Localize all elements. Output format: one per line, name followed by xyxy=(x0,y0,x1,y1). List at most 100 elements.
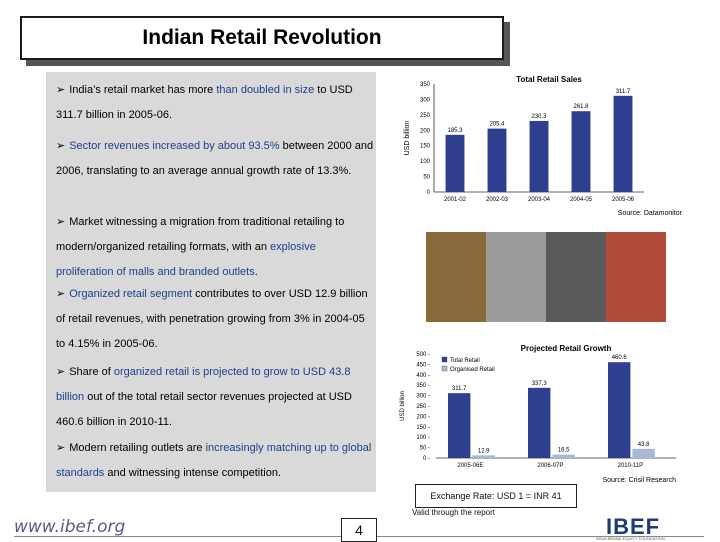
bullet-highlight: Sector revenues increased by about 93.5% xyxy=(69,140,280,152)
exchange-rate-text: Exchange Rate: USD 1 = INR 41 xyxy=(430,491,562,501)
bar xyxy=(632,448,655,458)
bar xyxy=(445,134,465,192)
y-tick-label: 0 xyxy=(427,190,431,196)
y-tick-label: 300 - xyxy=(416,394,430,400)
y-tick-label: 400 - xyxy=(416,373,430,379)
bullet-text: India’s retail market has more xyxy=(69,84,217,96)
bullet-text: to USD 311.7 billion in 2005-06. xyxy=(56,84,353,121)
y-tick-label: 50 xyxy=(423,175,430,181)
bar-value-label: 311.7 xyxy=(452,386,467,392)
ibef-logo-subtitle: INDIA BRAND EQUITY FOUNDATION xyxy=(596,536,665,541)
bullet-text: contributes to over USD 12.9 billion of … xyxy=(56,288,368,350)
bar-value-label: 16.5 xyxy=(558,448,570,454)
valid-note: Valid through the report xyxy=(412,508,496,517)
page-number-text: 4 xyxy=(355,522,363,538)
bullet-3: ➢ Market witnessing a migration from trad… xyxy=(56,210,374,285)
y-tick-label: 200 - xyxy=(416,414,430,420)
bar xyxy=(529,120,549,192)
bar xyxy=(552,454,575,458)
x-tick-label: 2005-06E xyxy=(457,463,483,469)
bullet-1: ➢ India’s retail market has more than dou… xyxy=(56,78,374,128)
bullet-text: Modern retailing outlets are xyxy=(69,442,206,454)
y-tick-label: 0 - xyxy=(423,456,430,462)
y-axis-label: USD billion xyxy=(404,121,411,156)
chart-title: Total Retail Sales xyxy=(516,75,582,84)
retail-photo-strip xyxy=(426,232,666,322)
bullet-text: between 2000 and 2006, translating to an… xyxy=(56,140,374,177)
title-box: Indian Retail Revolution xyxy=(20,16,504,60)
x-tick-label: 2010-11P xyxy=(618,463,644,469)
legend-swatch xyxy=(441,356,448,363)
legend-swatch xyxy=(441,365,448,372)
website-link[interactable]: www.ibef.org xyxy=(14,517,126,537)
bar-value-label: 261.8 xyxy=(573,104,589,110)
y-tick-label: 100 - xyxy=(416,435,430,441)
bar xyxy=(613,95,633,192)
total-retail-sales-chart: Total Retail Sales USD billion 0 50 100 150 20… xyxy=(400,72,690,222)
chart-title: Projected Retail Growth xyxy=(521,344,612,353)
y-tick-label: 200 xyxy=(420,128,431,134)
arrow-bullet-icon: ➢ xyxy=(56,288,66,300)
bar xyxy=(487,128,507,192)
bar-value-label: 185.3 xyxy=(447,128,463,134)
y-tick-label: 50 - xyxy=(420,446,430,452)
bar xyxy=(448,393,471,458)
bullet-highlight: organized retail is projected to grow to… xyxy=(56,366,351,403)
y-tick-label: 350 - xyxy=(416,383,430,389)
bar xyxy=(528,387,551,458)
bar-value-label: 43.8 xyxy=(638,442,650,448)
arrow-bullet-icon: ➢ xyxy=(56,366,66,378)
bullet-highlight: explosive proliferation of malls and bra… xyxy=(56,241,316,278)
clothes-photo xyxy=(546,232,606,322)
x-tick-label: 2004-05 xyxy=(570,197,593,203)
x-tick-label: 2002-03 xyxy=(486,197,509,203)
bar-value-label: 337.3 xyxy=(532,381,548,387)
arrow-bullet-icon: ➢ xyxy=(56,84,66,96)
legend-label: Organised Retail xyxy=(450,367,495,373)
bullet-list: ➢ India’s retail market has more than dou… xyxy=(46,72,376,492)
y-tick-label: 250 xyxy=(420,113,431,119)
arrow-bullet-icon: ➢ xyxy=(56,216,66,228)
chart-source: Source: Crisil Research xyxy=(602,477,676,484)
ibef-logo: IBEF xyxy=(606,514,661,539)
bullet-text: Market witnessing a migration from tradi… xyxy=(56,216,345,253)
bar xyxy=(472,455,495,458)
bullet-2: ➢ Sector revenues increased by about 93.5… xyxy=(56,134,374,184)
bullet-text: and witnessing intense competition. xyxy=(104,467,282,479)
bullet-4: ➢ Organized retail segment contributes to… xyxy=(56,282,374,357)
bullet-text: . xyxy=(254,266,258,278)
bar-value-label: 230.3 xyxy=(531,114,547,120)
bullet-6: ➢ Modern retailing outlets are increasing… xyxy=(56,436,374,486)
bullet-highlight: increasingly matching up to global stand… xyxy=(56,442,372,479)
bar-value-label: 12.9 xyxy=(478,448,490,454)
page-title: Indian Retail Revolution xyxy=(142,26,382,49)
bullet-highlight: Organized retail segment xyxy=(69,288,193,300)
y-tick-label: 250 - xyxy=(416,404,430,410)
y-tick-label: 350 xyxy=(420,82,431,88)
bullet-highlight: than doubled in size xyxy=(216,84,315,96)
store-photo xyxy=(606,232,666,322)
bar xyxy=(571,111,591,192)
arrow-bullet-icon: ➢ xyxy=(56,442,66,454)
bar-value-label: 460.6 xyxy=(612,355,628,361)
x-tick-label: 2006-07P xyxy=(537,463,563,469)
bar-value-label: 205.4 xyxy=(489,122,505,128)
projected-retail-growth-chart: Projected Retail Growth USD billion 0 - 50 … xyxy=(396,342,696,484)
x-tick-label: 2005-06 xyxy=(612,197,635,203)
y-tick-label: 150 xyxy=(420,144,431,150)
bar xyxy=(608,362,631,458)
y-tick-label: 300 xyxy=(420,97,431,103)
x-tick-label: 2001-02 xyxy=(444,197,467,203)
bullet-text: out of the total retail sector revenues … xyxy=(56,391,352,428)
bullet-5: ➢ Share of organized retail is projected … xyxy=(56,360,374,435)
mall-photo xyxy=(426,232,486,322)
arrow-bullet-icon: ➢ xyxy=(56,140,66,152)
bullet-text: Share of xyxy=(69,366,114,378)
exchange-rate-box: Exchange Rate: USD 1 = INR 41 xyxy=(415,484,577,508)
y-axis-label: USD billion xyxy=(400,391,406,421)
y-tick-label: 100 xyxy=(420,159,431,165)
legend-label: Total Retail xyxy=(450,358,480,364)
bar-value-label: 311.7 xyxy=(616,89,631,95)
chart-source: Source: Datamonitor xyxy=(618,210,683,217)
y-tick-label: 150 - xyxy=(416,425,430,431)
